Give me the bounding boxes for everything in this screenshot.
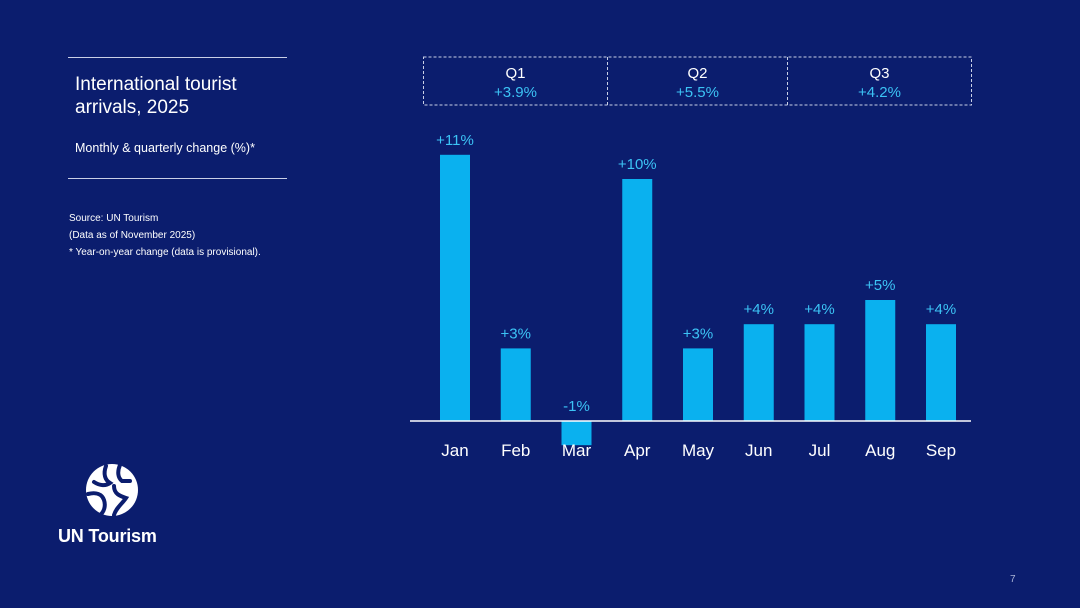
quarter-label-q2: Q2 (687, 65, 707, 82)
bar-apr (622, 179, 653, 421)
quarter-value-q1: +3.9% (494, 84, 537, 101)
data-label-aug: +5% (865, 277, 895, 294)
bar-feb (500, 348, 531, 421)
quarter-label-q3: Q3 (869, 65, 889, 82)
source-notes: Source: UN Tourism (Data as of November … (69, 210, 261, 261)
title-rule-bottom (68, 178, 287, 179)
x-tick-label-jan: Jan (441, 441, 468, 460)
bar-jan (440, 154, 470, 422)
source-note: Source: UN Tourism (69, 213, 159, 224)
slide-title: International tourist arrivals, 2025 (75, 74, 237, 118)
data-label-sep: +4% (926, 301, 956, 318)
data-label-apr: +10% (618, 156, 657, 173)
quarter-header-box (423, 56, 972, 106)
bar-aug (865, 300, 896, 421)
x-tick-label-jun: Jun (745, 441, 772, 460)
x-tick-label-mar: Mar (562, 441, 592, 460)
x-tick-label-may: May (682, 441, 715, 460)
data-date-note: (Data as of November 2025) (69, 230, 196, 241)
page-number: 7 (1010, 574, 1016, 585)
bar-mar (561, 421, 592, 446)
data-label-jul: +4% (804, 301, 834, 318)
quarter-label-q1: Q1 (505, 65, 525, 82)
quarter-value-q3: +4.2% (858, 84, 901, 101)
x-tick-label-feb: Feb (501, 441, 530, 460)
x-tick-label-aug: Aug (865, 441, 895, 460)
bar-sep (926, 324, 956, 421)
data-label-feb: +3% (501, 325, 531, 342)
slide-subtitle: Monthly & quarterly change (%)* (75, 141, 255, 155)
un-tourism-logo: UN Tourism (58, 462, 168, 552)
data-label-mar: -1% (563, 398, 590, 415)
bar-may (683, 348, 713, 421)
data-label-may: +3% (683, 325, 713, 342)
title-rule-top (68, 57, 287, 58)
footnote: * Year-on-year change (data is provision… (69, 247, 261, 258)
bar-jun (743, 324, 774, 421)
bar-jul (804, 324, 835, 421)
x-tick-label-sep: Sep (926, 441, 956, 460)
data-label-jan: +11% (436, 132, 474, 149)
logo-text: UN Tourism (58, 526, 157, 546)
x-tick-label-apr: Apr (624, 441, 651, 460)
quarter-value-q2: +5.5% (676, 84, 719, 101)
data-label-jun: +4% (744, 301, 774, 318)
globe-figure-icon (86, 463, 138, 517)
x-tick-label-jul: Jul (809, 441, 831, 460)
